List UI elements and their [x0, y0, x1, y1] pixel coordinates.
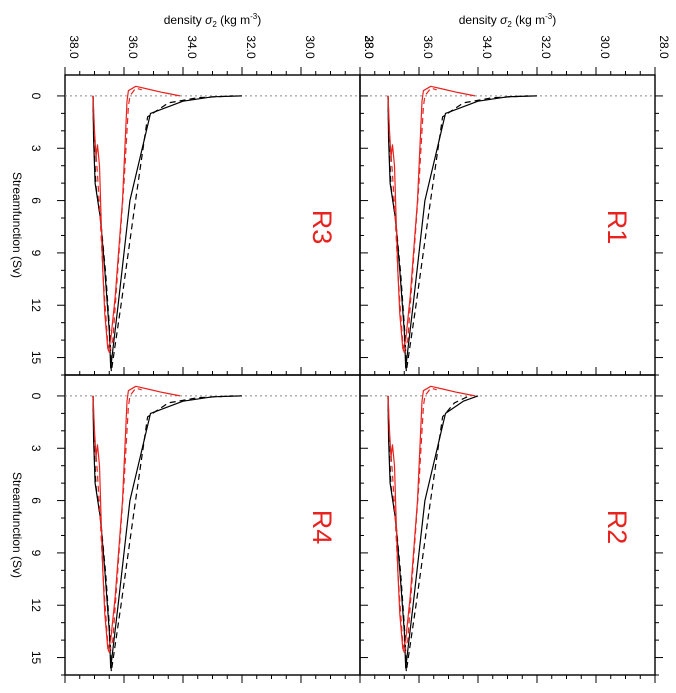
y-axis-label: Streamfunction (Sv) — [10, 472, 24, 578]
panel-r4: 0 3 6 9 12 15 Streamfunction (Sv) R4 — [10, 367, 361, 683]
panel-r2: R2 — [359, 367, 663, 683]
y-tick-label: 12 — [29, 299, 43, 313]
y-tick-label: 0 — [29, 93, 43, 100]
red-solid-series-line — [92, 85, 181, 350]
red-solid-series-line — [92, 385, 181, 650]
y-tick-label: 9 — [29, 550, 43, 557]
black-solid-series-line — [92, 395, 243, 669]
black-dashed-series-line — [387, 395, 470, 673]
y-tick-label: 3 — [29, 145, 43, 152]
x-tick-label: 32.0 — [539, 35, 553, 59]
panel-label: R4 — [307, 510, 337, 545]
y-tick-label: 9 — [29, 250, 43, 257]
x-axis-label: density σ2 (kg m-3) — [164, 12, 262, 29]
y-axis-label: Streamfunction (Sv) — [10, 172, 24, 278]
black-dashed-series-line — [92, 95, 234, 373]
y-tick-label: 15 — [29, 651, 43, 665]
y-tick-label: 3 — [29, 445, 43, 452]
y-tick-label: 6 — [29, 497, 43, 504]
panel-label: R2 — [602, 510, 632, 545]
x-tick-label: 28.0 — [657, 35, 671, 59]
panel-r3: 38.0 36.0 34.0 32.0 30.0 28.0 density σ2 (kg m… — [10, 12, 376, 376]
black-dashed-series-line — [387, 95, 529, 373]
x-tick-label: 38.0 — [67, 35, 81, 59]
x-tick-label: 38.0 — [362, 35, 376, 59]
red-solid-series-line — [387, 85, 476, 350]
red-solid-series-line — [387, 385, 476, 650]
panel-r1: 38.0 36.0 34.0 32.0 30.0 28.0 density σ2 (kg m… — [359, 12, 671, 376]
x-tick-label: 32.0 — [244, 35, 258, 59]
x-tick-label: 34.0 — [480, 35, 494, 59]
panel-label: R1 — [602, 210, 632, 245]
y-tick-label: 15 — [29, 351, 43, 365]
y-tick-label: 12 — [29, 599, 43, 613]
x-tick-label: 28.0 — [362, 35, 376, 59]
y-tick-label: 0 — [29, 393, 43, 400]
black-dashed-series-line — [92, 395, 234, 673]
black-solid-series-line — [387, 95, 538, 369]
x-tick-label: 36.0 — [421, 35, 435, 59]
x-axis-label: density σ2 (kg m-3) — [459, 12, 557, 29]
x-tick-label: 36.0 — [126, 35, 140, 59]
y-tick-label: 6 — [29, 197, 43, 204]
x-tick-label: 30.0 — [303, 35, 317, 59]
x-tick-label: 30.0 — [598, 35, 612, 59]
x-tick-label: 34.0 — [185, 35, 199, 59]
black-solid-series-line — [92, 95, 243, 369]
panel-label: R3 — [307, 210, 337, 245]
